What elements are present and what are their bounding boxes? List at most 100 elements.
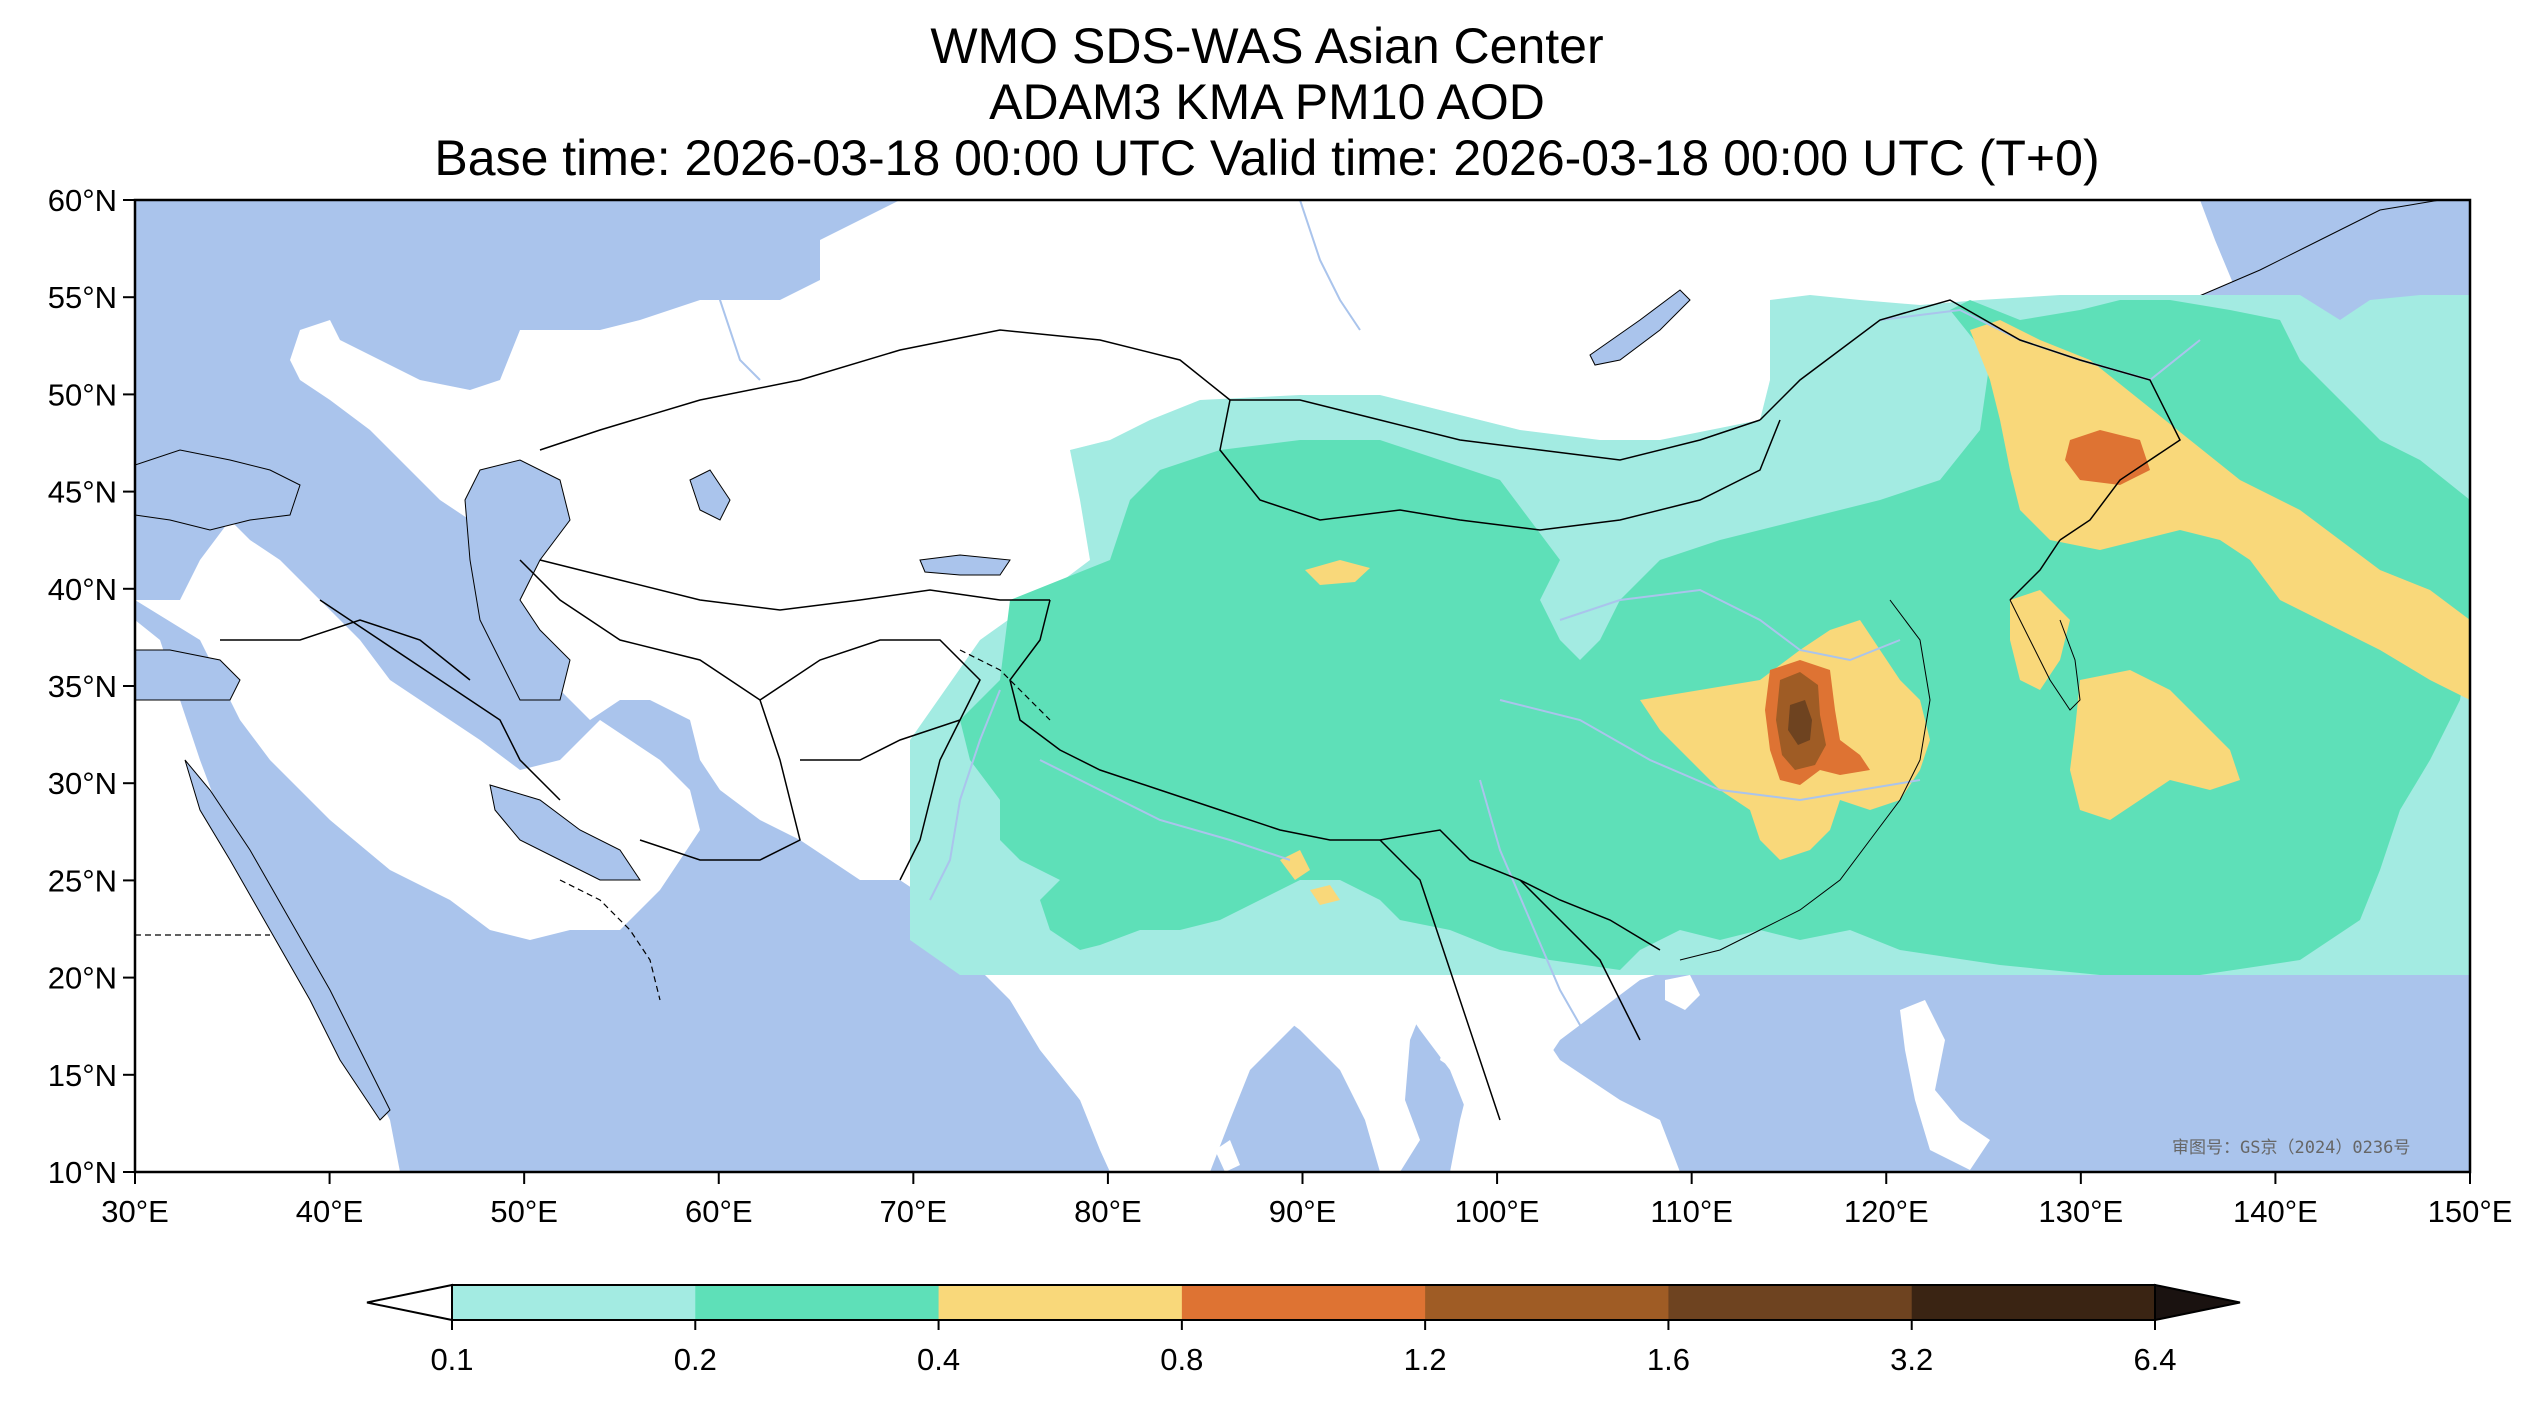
colorbar-segment — [1911, 1285, 2156, 1320]
red-sea — [184, 759, 391, 1121]
colorbar-extend-low — [366, 1283, 453, 1322]
x-tick-label: 120°E — [1844, 1194, 1929, 1229]
aod-contour-0.4-0.8-bengal — [1280, 850, 1340, 905]
river-yenisei — [1299, 200, 1361, 331]
border-kazakhstan-south — [539, 559, 1050, 611]
colorbar-tick-label: 0.8 — [1160, 1342, 1203, 1377]
x-tick-label: 110°E — [1650, 1194, 1733, 1229]
persian-gulf — [489, 784, 641, 881]
lake-balkhash — [919, 554, 1011, 576]
x-tick-label: 150°E — [2428, 1194, 2513, 1229]
y-tick-label: 15°N — [48, 1058, 117, 1093]
title-line-1: WMO SDS-WAS Asian Center — [930, 18, 1604, 74]
disputed-borders — [135, 649, 1051, 1001]
river-yangtze — [1499, 699, 1921, 802]
border-russia-mongolia — [1230, 399, 1761, 461]
land-sea-peninsula — [1380, 960, 1680, 1172]
land-hainan — [1665, 975, 1700, 1010]
colorbar-tick-label: 6.4 — [2133, 1342, 2176, 1377]
caspian-sea — [464, 459, 571, 701]
colorbar-tick-label: 0.1 — [430, 1342, 473, 1377]
x-tick-label: 140°E — [2233, 1194, 2318, 1229]
x-tick-label: 90°E — [1269, 1194, 1337, 1229]
aod-contour-0.8-1.2-manchuria — [2065, 430, 2150, 485]
border-laos-vietnam — [1519, 879, 1641, 1041]
river-ganges — [1039, 759, 1291, 861]
x-tick-label: 80°E — [1074, 1194, 1142, 1229]
river-indus — [929, 689, 1001, 901]
y-tick-label: 20°N — [48, 961, 117, 996]
x-tick-label: 130°E — [2038, 1194, 2123, 1229]
border-turkey-syria — [220, 619, 471, 681]
x-axis-longitude: 30°E 40°E 50°E 60°E 70°E 80°E 90°E 100°E 110°E 12… — [101, 1172, 2512, 1229]
border-india-pakistan — [899, 719, 961, 881]
y-tick-label: 30°N — [48, 766, 117, 801]
colorbar-frame — [451, 1284, 2156, 1321]
x-tick-label: 30°E — [101, 1194, 169, 1229]
y-tick-label: 10°N — [48, 1155, 117, 1190]
y-tick-label: 45°N — [48, 475, 117, 510]
colorbar-tick-label: 0.2 — [674, 1342, 717, 1377]
map-title: WMO SDS-WAS Asian Center ADAM3 KMA PM10 … — [0, 18, 2534, 186]
border-china-west — [1009, 599, 1661, 951]
y-axis-latitude: 60°N 55°N 50°N 45°N 40°N 35°N 30°N 25°N 20°N 15°N… — [48, 183, 135, 1190]
map-approval-stamp: 审图号：GS京（2024）0236号 — [2172, 1138, 2410, 1158]
border-myanmar — [1379, 839, 1501, 1121]
border-russia-kazakhstan — [539, 329, 1231, 451]
map-area: 审图号：GS京（2024）0236号 — [135, 200, 2470, 1172]
aod-contour-0.4-0.8-tibet — [1305, 560, 1370, 585]
colorbar-tick-label: 0.4 — [917, 1342, 960, 1377]
y-tick-label: 25°N — [48, 863, 117, 898]
y-tick-label: 50°N — [48, 377, 117, 412]
x-tick-label: 100°E — [1455, 1194, 1540, 1229]
mediterranean — [135, 649, 241, 701]
aod-contour-0.4-0.8-japan — [2070, 670, 2240, 820]
border-korea — [2009, 539, 2061, 601]
coastline-korea — [2009, 599, 2081, 711]
colorbar: 0.1 0.2 0.4 0.8 1.2 1.6 3.2 6.4 — [366, 1283, 2241, 1377]
colorbar-tick-label: 1.2 — [1404, 1342, 1447, 1377]
aod-contour-0.4-0.8-korea — [2010, 590, 2070, 690]
colorbar-segment — [938, 1285, 1183, 1320]
title-line-2: ADAM3 KMA PM10 AOD — [989, 74, 1545, 130]
coastline-china — [1679, 599, 1931, 961]
border-iraq-saudi — [319, 599, 561, 801]
x-tick-label: 50°E — [490, 1194, 558, 1229]
colorbar-segment — [1425, 1285, 1669, 1320]
colorbar-segment — [1668, 1285, 1913, 1320]
aod-contour-1.6-3.2 — [1788, 700, 1812, 745]
land-philippines — [1900, 1000, 1990, 1170]
rivers — [679, 200, 2201, 1061]
y-tick-label: 40°N — [48, 572, 117, 607]
border-china-russia-east — [1759, 299, 2181, 541]
x-tick-label: 40°E — [296, 1194, 364, 1229]
river-ob — [679, 200, 761, 381]
river-yellow — [1559, 588, 1901, 662]
border-iran — [519, 559, 801, 861]
y-tick-label: 55°N — [48, 280, 117, 315]
colorbar-tick-label: 1.6 — [1647, 1342, 1690, 1377]
colorbar-segment — [452, 1285, 696, 1320]
land-sri-lanka — [1215, 1140, 1240, 1172]
colorbar-segment — [695, 1285, 940, 1320]
aod-fields — [910, 295, 2470, 975]
black-sea — [135, 449, 301, 531]
border-mongolia-china — [1219, 399, 1781, 531]
x-tick-label: 60°E — [685, 1194, 753, 1229]
river-mekong — [1479, 779, 1601, 1061]
aral-sea — [689, 469, 731, 521]
title-line-3: Base time: 2026-03-18 00:00 UTC Valid ti… — [434, 130, 2100, 186]
colorbar-segment — [1181, 1285, 1426, 1320]
x-tick-label: 70°E — [880, 1194, 948, 1229]
border-afghanistan — [759, 639, 981, 761]
y-tick-label: 35°N — [48, 669, 117, 704]
aod-contour-0.4-0.8-northeast — [1970, 320, 2470, 700]
colorbar-extend-high — [2154, 1283, 2241, 1322]
national-borders — [220, 299, 2181, 1121]
dashed-border-kashmir — [959, 649, 1051, 721]
colorbar-tick-label: 3.2 — [1890, 1342, 1933, 1377]
lake-baikal — [1589, 289, 1691, 366]
y-tick-label: 60°N — [48, 183, 117, 218]
coastlines — [1679, 599, 2081, 961]
